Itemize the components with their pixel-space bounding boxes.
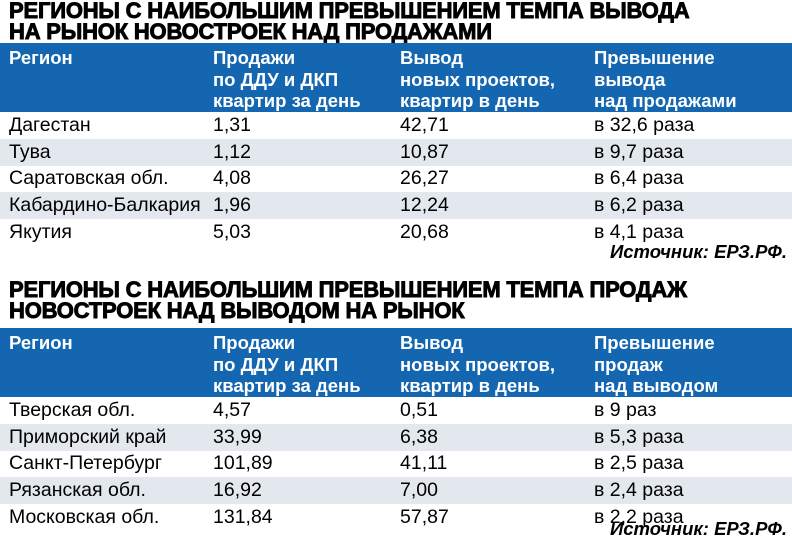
cell-launch: 41,11 [400,452,448,475]
cell-excess: в 2,4 раза [594,479,684,502]
table1-header-row: Регион Продажи по ДДУ и ДКП квартир за д… [0,43,792,112]
table2-header-launch: Вывод новых проектов, квартир в день [400,332,556,396]
table-row: Приморский край 33,99 6,38 в 5,3 раза [0,423,792,451]
cell-sales: 33,99 [213,425,262,448]
cell-launch: 12,24 [400,194,449,217]
table1-title-line2: НА РЫНОК НОВОСТРОЕК НАД ПРОДАЖАМИ [9,18,493,44]
table-row: Тверская обл. 4,57 0,51 в 9 раз [0,397,792,424]
table2-header-region: Регион [9,332,73,353]
table-row: Кабардино-Балкария 1,96 12,24 в 6,2 раза [0,192,792,220]
table-row: Санкт-Петербург 101,89 41,11 в 2,5 раза [0,451,792,478]
table1-header-excess: Превышение вывода над продажами [594,47,737,111]
table1-header-sales: Продажи по ДДУ и ДКП квартир за день [213,47,361,111]
cell-region: Приморский край [9,425,167,448]
cell-excess: в 32,6 раза [594,113,695,136]
table1-header-region: Регион [9,47,73,68]
cell-region: Дагестан [9,113,91,136]
table1-title: РЕГИОНЫ С НАИБОЛЬШИМ ПРЕВЫШЕНИЕМ ТЕМПА В… [9,0,691,44]
cell-sales: 1,12 [213,140,251,163]
table1-body: Дагестан 1,31 42,71 в 32,6 раза Тува 1,1… [0,112,792,246]
table-row: Дагестан 1,31 42,71 в 32,6 раза [0,112,792,139]
table-row: Якутия 5,03 20,68 в 4,1 раза [0,219,792,246]
table-row: Московская обл. 131,84 57,87 в 2,2 раза [0,504,792,531]
cell-sales: 1,96 [213,194,251,217]
cell-excess: в 9,7 раза [594,140,684,163]
cell-region: Тува [9,140,51,163]
cell-launch: 10,87 [400,140,449,163]
cell-excess: в 6,4 раза [594,167,684,190]
table1-source-credit: Источник: ЕРЗ.РФ. [609,241,787,262]
table2-header-row: Регион Продажи по ДДУ и ДКП квартир за д… [0,328,792,397]
table1-header-launch: Вывод новых проектов, квартир в день [400,47,556,111]
table2-body: Тверская обл. 4,57 0,51 в 9 раз Приморск… [0,397,792,531]
cell-region: Московская обл. [9,506,160,529]
cell-region: Тверская обл. [9,398,136,421]
cell-launch: 57,87 [400,506,449,529]
cell-launch: 0,51 [400,398,438,421]
table-row: Рязанская обл. 16,92 7,00 в 2,4 раза [0,477,792,505]
cell-excess: в 6,2 раза [594,194,684,217]
cell-region: Санкт-Петербург [9,452,162,475]
cell-sales: 16,92 [213,479,262,502]
table-row: Тува 1,12 10,87 в 9,7 раза [0,138,792,166]
cell-excess: в 5,3 раза [594,425,684,448]
cell-launch: 20,68 [400,221,449,244]
cell-excess: в 2,2 раза [594,506,684,529]
cell-excess: в 9 раз [594,398,657,421]
table-row: Саратовская обл. 4,08 26,27 в 6,4 раза [0,166,792,193]
table1-title-line1: РЕГИОНЫ С НАИБОЛЬШИМ ПРЕВЫШЕНИЕМ ТЕМПА В… [9,0,691,23]
table2-source-credit: Источник: ЕРЗ.РФ. [609,518,787,539]
cell-excess: в 4,1 раза [594,221,684,244]
cell-excess: в 2,5 раза [594,452,684,475]
cell-sales: 1,31 [213,113,251,136]
cell-region: Якутия [9,221,72,244]
cell-sales: 101,89 [213,452,273,475]
table2-title-line1: РЕГИОНЫ С НАИБОЛЬШИМ ПРЕВЫШЕНИЕМ ТЕМПА П… [9,277,688,302]
table2-header-excess: Превышение продаж над выводом [594,332,719,396]
cell-sales: 4,57 [213,398,251,421]
cell-region: Саратовская обл. [9,167,169,190]
cell-launch: 42,71 [400,113,449,136]
cell-launch: 7,00 [400,479,438,502]
table2-title: РЕГИОНЫ С НАИБОЛЬШИМ ПРЕВЫШЕНИЕМ ТЕМПА П… [9,277,688,323]
table2-header-sales: Продажи по ДДУ и ДКП квартир за день [213,332,361,396]
cell-region: Рязанская обл. [9,479,146,502]
table2-title-line2: НОВОСТРОЕК НАД ВЫВОДОМ НА РЫНОК [9,297,466,323]
cell-region: Кабардино-Балкария [9,194,201,217]
cell-launch: 26,27 [400,167,449,190]
cell-sales: 5,03 [213,221,251,244]
cell-launch: 6,38 [400,425,438,448]
cell-sales: 4,08 [213,167,251,190]
cell-sales: 131,84 [213,506,273,529]
